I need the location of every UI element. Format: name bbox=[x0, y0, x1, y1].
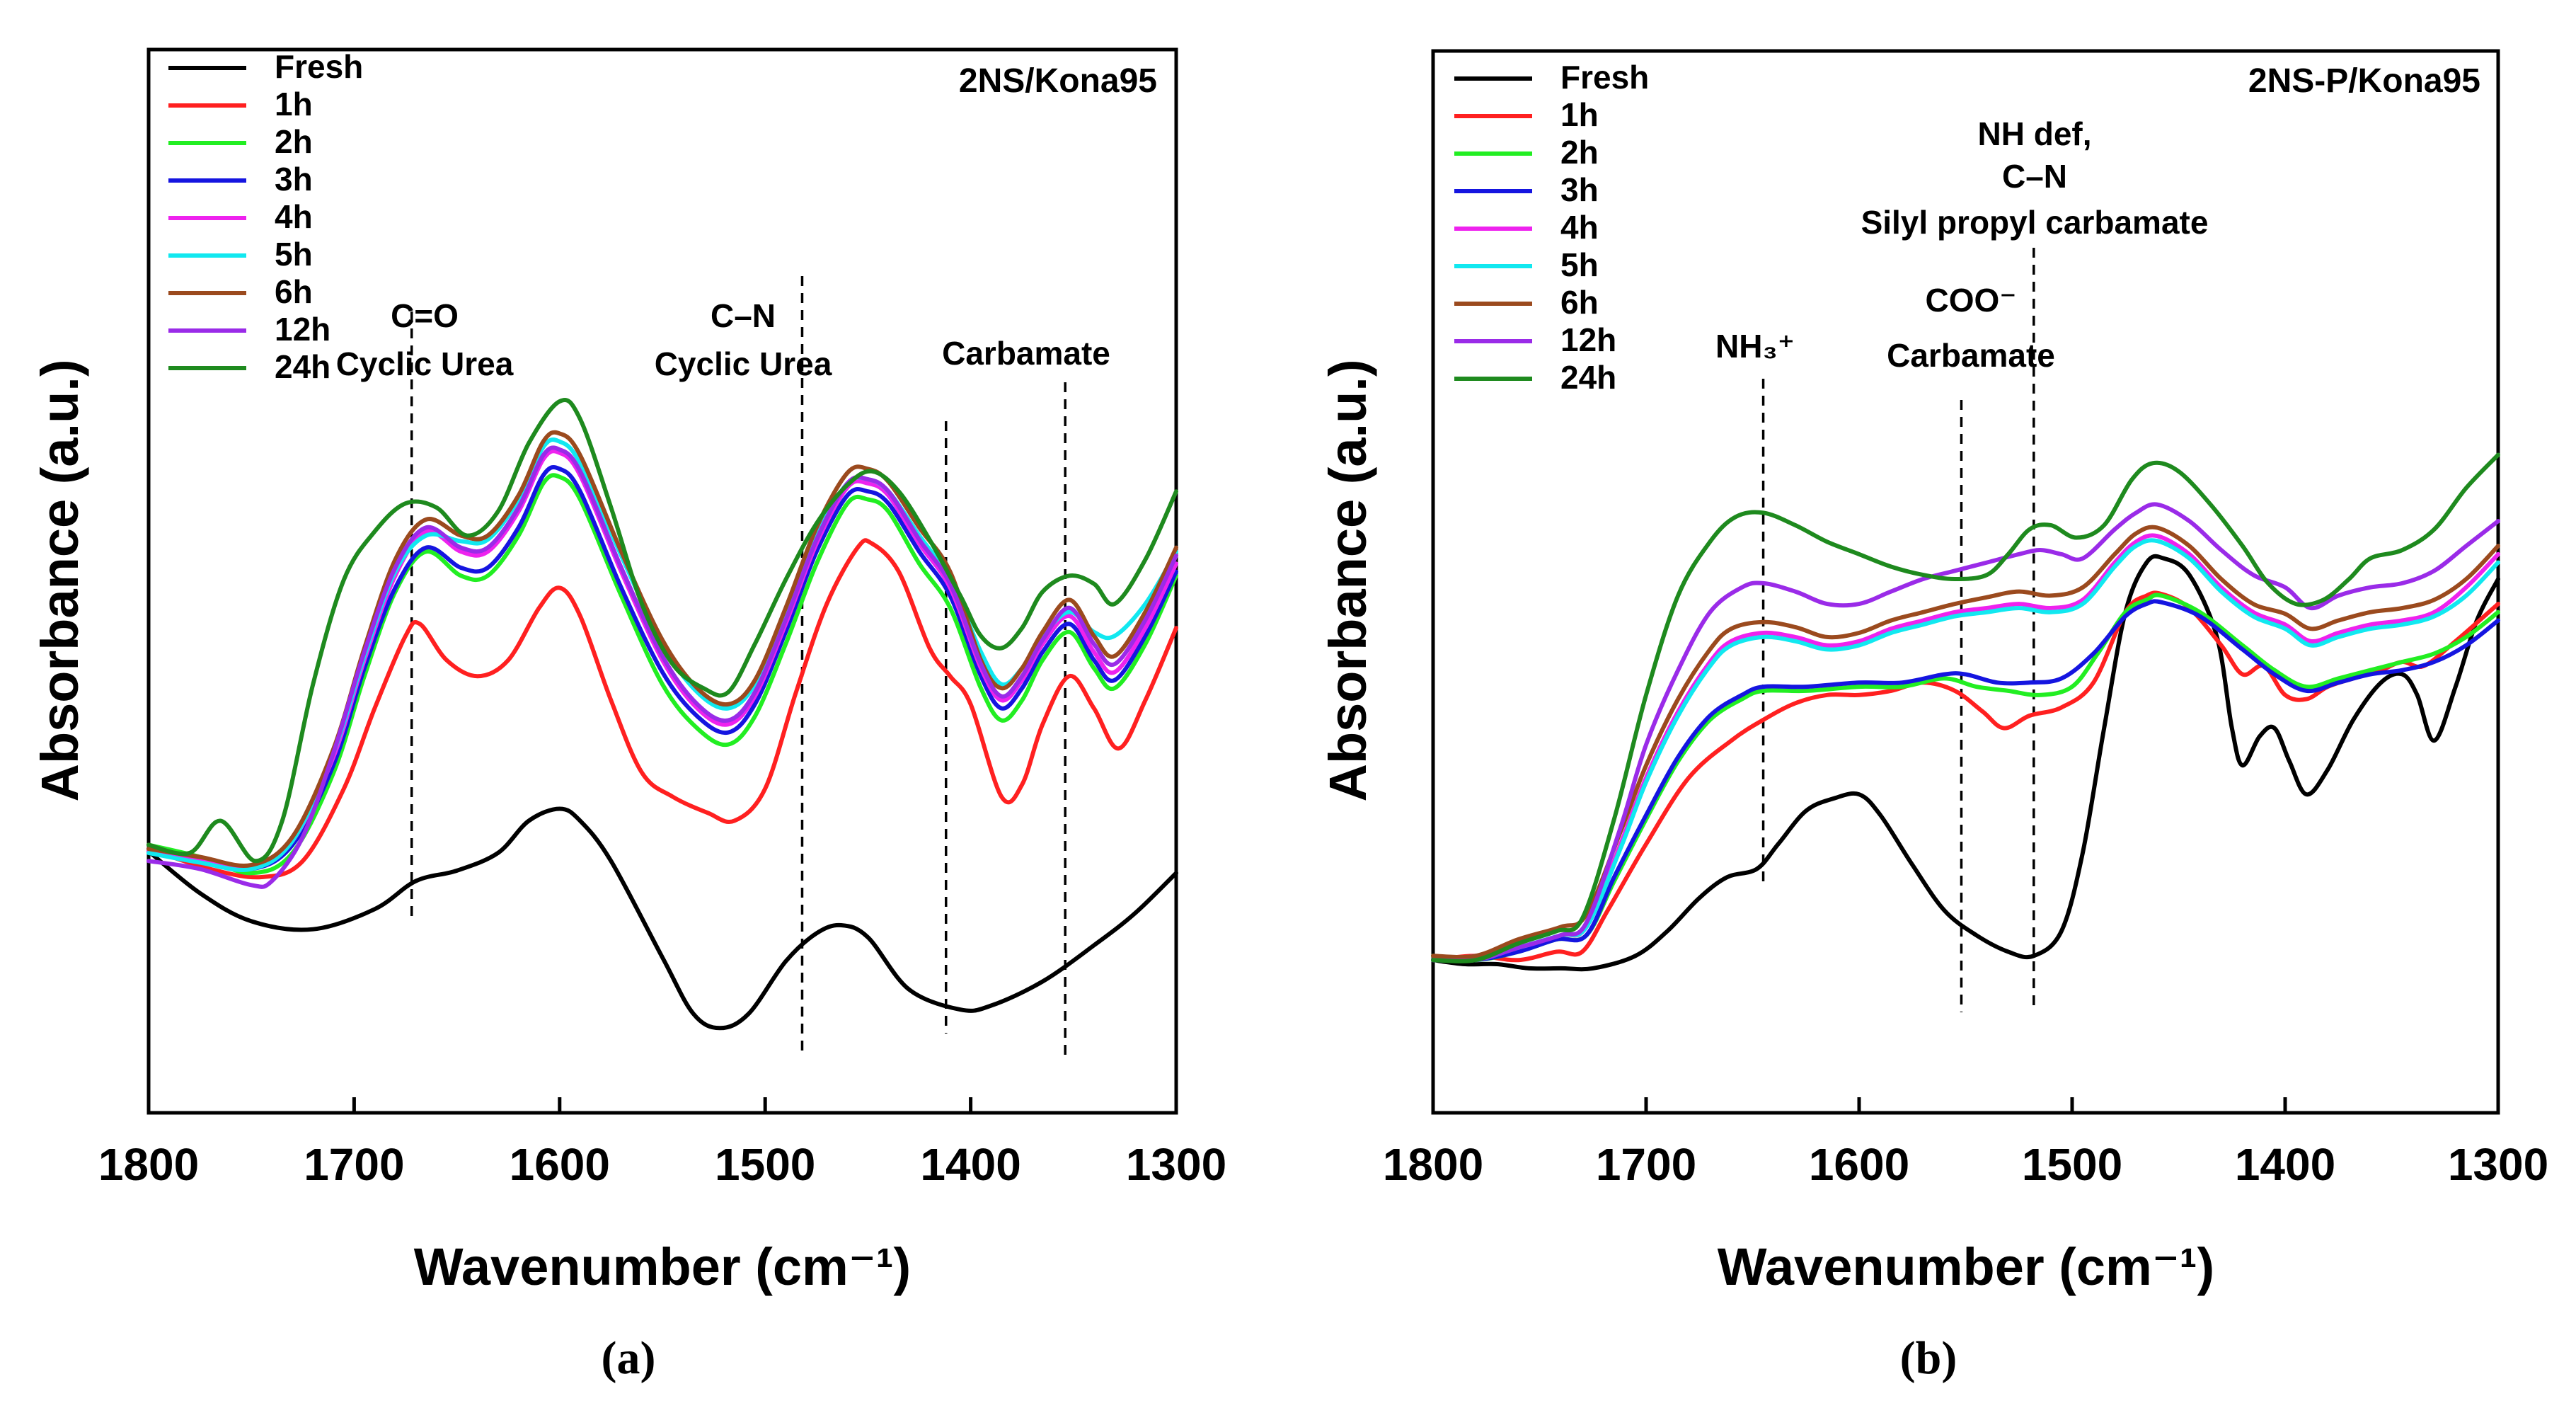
legend-label: 6h bbox=[1560, 284, 1599, 321]
legend-label: 24h bbox=[275, 348, 330, 385]
annotation-label: C–N bbox=[711, 297, 776, 334]
series-line-fresh bbox=[146, 806, 1178, 1031]
series-line-2h bbox=[146, 473, 1178, 876]
annotation-label: NH₃⁺ bbox=[1715, 328, 1795, 365]
legend-label: 6h bbox=[275, 273, 313, 310]
legend-label: 1h bbox=[1560, 96, 1599, 133]
series-line-3h bbox=[146, 464, 1178, 872]
panel-label-b: (b) bbox=[1900, 1332, 1957, 1384]
legend-label: 5h bbox=[1560, 246, 1599, 283]
x-axis-label: Wavenumber (cm⁻¹) bbox=[414, 1237, 911, 1296]
legend-label: Fresh bbox=[275, 48, 363, 85]
x-tick-label: 1600 bbox=[1809, 1139, 1909, 1190]
series-line-5h bbox=[1431, 538, 2500, 963]
series-line-3h bbox=[1431, 599, 2500, 963]
series-line-1h bbox=[146, 538, 1178, 880]
legend-label: 2h bbox=[1560, 134, 1599, 171]
x-tick-label: 1400 bbox=[2235, 1139, 2335, 1190]
x-tick-label: 1600 bbox=[510, 1139, 610, 1190]
legend-label: 1h bbox=[275, 86, 313, 122]
x-tick-label: 1700 bbox=[304, 1139, 404, 1190]
series-line-fresh bbox=[1431, 554, 2500, 972]
annotation-label: Cyclic Urea bbox=[336, 345, 514, 382]
series-line-12h bbox=[146, 445, 1178, 889]
annotation-label: C–N bbox=[2002, 158, 2067, 195]
legend-label: 4h bbox=[1560, 209, 1599, 246]
legend-label: 3h bbox=[1560, 171, 1599, 208]
y-axis-label: Absorbance (a.u.) bbox=[1318, 360, 1377, 802]
legend-label: Fresh bbox=[1560, 59, 1649, 96]
legend-label: 24h bbox=[1560, 359, 1616, 396]
legend-label: 12h bbox=[275, 311, 330, 348]
chart-panel-b: 1800 1700 1600 1500 1400 1300 Fresh1h2h3h4h5h… bbox=[1318, 49, 2548, 1384]
chart-title: 2NS-P/Kona95 bbox=[2248, 62, 2480, 100]
legend-label: 4h bbox=[275, 198, 313, 235]
annotations: C=O Cyclic Urea C–N Cyclic Urea Carbamate bbox=[336, 297, 1110, 382]
annotation-label: Carbamate bbox=[1887, 337, 2055, 374]
x-tick-label: 1400 bbox=[920, 1139, 1020, 1190]
y-axis-label: Absorbance (a.u.) bbox=[30, 360, 89, 802]
series-line-24h bbox=[1431, 452, 2500, 963]
annotation-label: Carbamate bbox=[942, 335, 1110, 372]
x-tick-label: 1700 bbox=[1596, 1139, 1696, 1190]
series-group bbox=[146, 398, 1178, 1031]
legend-label: 3h bbox=[275, 161, 313, 198]
series-line-24h bbox=[146, 398, 1178, 864]
plot-frame bbox=[1431, 49, 2500, 1115]
x-tick-label: 1500 bbox=[2022, 1139, 2122, 1190]
chart-panel-a: 1800 1700 1600 1500 1400 1300 Fresh1h2h3h4h5h… bbox=[30, 47, 1226, 1384]
x-tick-label: 1500 bbox=[715, 1139, 815, 1190]
legend-label: 2h bbox=[275, 123, 313, 160]
annotation-lines bbox=[410, 276, 1066, 1058]
x-tick-label: 1300 bbox=[2448, 1139, 2548, 1190]
x-tick-label: 1300 bbox=[1126, 1139, 1226, 1190]
annotation-label: C=O bbox=[391, 297, 459, 334]
x-axis-ticks: 1800 1700 1600 1500 1400 1300 bbox=[1383, 1097, 2548, 1190]
annotations: NH₃⁺ COO⁻ Carbamate NH def, C–N Silyl propyl … bbox=[1715, 115, 2208, 374]
annotation-label: Silyl propyl carbamate bbox=[1861, 204, 2209, 241]
x-tick-label: 1800 bbox=[98, 1139, 199, 1190]
chart-title: 2NS/Kona95 bbox=[959, 62, 1157, 100]
series-line-6h bbox=[1431, 525, 2500, 960]
panel-label-a: (a) bbox=[602, 1332, 656, 1384]
series-group bbox=[1431, 452, 2500, 972]
annotation-label: Cyclic Urea bbox=[655, 345, 832, 382]
series-line-12h bbox=[1431, 502, 2500, 963]
annotation-label: COO⁻ bbox=[1925, 282, 2016, 319]
plot-frame bbox=[146, 47, 1178, 1115]
x-tick-label: 1800 bbox=[1383, 1139, 1483, 1190]
legend-label: 12h bbox=[1560, 321, 1616, 358]
legend-label: 5h bbox=[275, 236, 313, 273]
annotation-label: NH def, bbox=[1978, 115, 2092, 152]
x-axis-label: Wavenumber (cm⁻¹) bbox=[1718, 1237, 2214, 1296]
x-axis-ticks: 1800 1700 1600 1500 1400 1300 bbox=[98, 1097, 1226, 1190]
